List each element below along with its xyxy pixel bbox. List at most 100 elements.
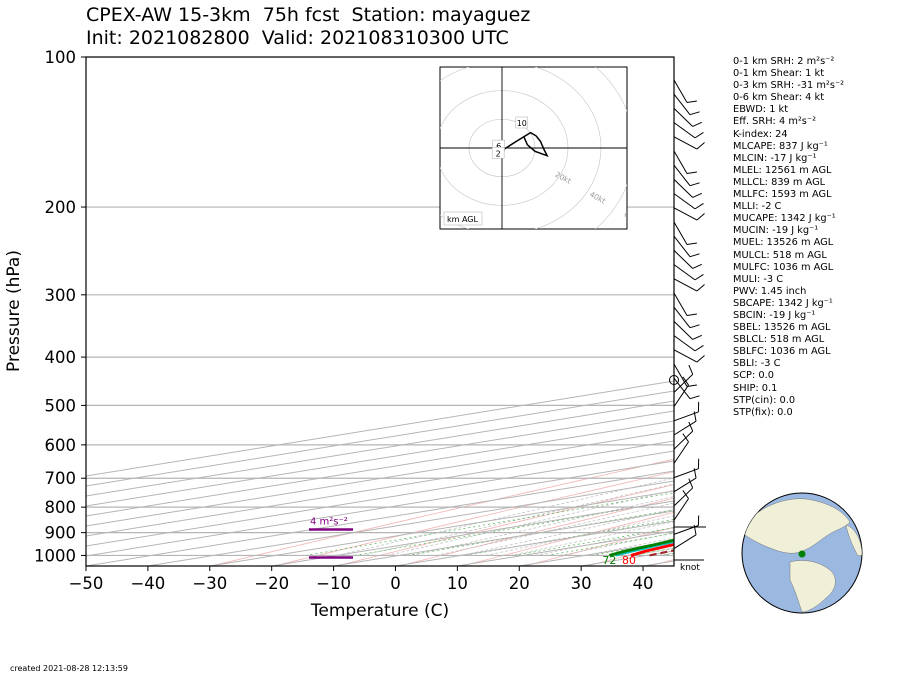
y-tick-label: 800 bbox=[45, 498, 77, 517]
sounding-parameter: 0-1 km Shear: 1 kt bbox=[733, 68, 825, 80]
wind-barb bbox=[673, 179, 694, 198]
y-tick-label: 1000 bbox=[34, 546, 76, 565]
sounding-parameter: 0-3 km SRH: -31 m²s⁻² bbox=[733, 80, 845, 92]
sounding-parameter: SBLI: -3 C bbox=[733, 358, 781, 370]
hodograph-corner-label: km AGL bbox=[447, 215, 479, 224]
wind-barb-flag bbox=[692, 334, 702, 340]
wind-barb-flag bbox=[693, 411, 697, 422]
y-tick-label: 600 bbox=[45, 436, 77, 455]
isotherm bbox=[86, 390, 674, 487]
wind-barb bbox=[673, 122, 696, 139]
sounding-parameter: 0-6 km Shear: 4 kt bbox=[733, 92, 825, 104]
wind-barb-flag bbox=[682, 490, 689, 499]
x-axis-label: Temperature (C) bbox=[310, 601, 449, 621]
wind-barb-flag bbox=[686, 171, 697, 175]
wind-barb bbox=[673, 441, 689, 464]
sounding-parameter: MULFC: 1036 m AGL bbox=[733, 261, 834, 273]
dry-adiabat bbox=[211, 458, 674, 566]
y-tick-label: 200 bbox=[45, 198, 77, 217]
wind-barb-flag bbox=[696, 213, 705, 221]
chart-title-line2: Init: 2021082800 Valid: 202108310300 UTC bbox=[86, 27, 509, 49]
africa-land bbox=[845, 524, 862, 557]
sounding-parameter: SHIP: 0.1 bbox=[733, 382, 778, 394]
x-tick-label: 30 bbox=[571, 574, 592, 593]
moist-adiabat bbox=[460, 509, 674, 556]
wind-barb bbox=[673, 498, 689, 521]
sounding-parameter: MLCIN: -17 J kg⁻¹ bbox=[733, 152, 817, 164]
dry-adiabat bbox=[524, 526, 674, 566]
sounding-parameters: 0-1 km SRH: 2 m²s⁻² 0-1 km Shear: 1 kt 0-3… bbox=[733, 56, 844, 419]
hodograph-height-box bbox=[515, 116, 529, 129]
sounding-parameter: MLLI: -2 C bbox=[733, 201, 782, 213]
wind-barb bbox=[673, 193, 696, 210]
plot-frame bbox=[85, 56, 675, 567]
surface-temp-label: 80 bbox=[622, 554, 636, 567]
sounding-parameter: MUCIN: -19 J kg⁻¹ bbox=[733, 225, 819, 237]
wind-barb bbox=[673, 93, 691, 115]
wind-barb bbox=[673, 477, 697, 493]
wind-barb-flag bbox=[689, 253, 700, 258]
wind-barb bbox=[673, 136, 698, 150]
x-tick-label: −10 bbox=[316, 574, 351, 593]
hodograph-ring-label: 60kt bbox=[623, 210, 642, 226]
wind-barb-flag bbox=[696, 284, 705, 292]
moist-adiabat bbox=[485, 515, 674, 556]
wind-barb bbox=[673, 221, 688, 245]
sounding-parameter: MULI: -3 C bbox=[733, 273, 784, 285]
globe-land-group bbox=[744, 498, 862, 613]
wind-barb-flag bbox=[689, 395, 700, 400]
sounding-parameter: EBWD: 1 kt bbox=[733, 104, 789, 116]
wind-barb bbox=[673, 235, 691, 257]
sounding-parameter: MULCL: 518 m AGL bbox=[733, 249, 827, 261]
isotherm bbox=[86, 440, 674, 537]
sounding-parameter: MUCAPE: 1342 J kg⁻¹ bbox=[733, 213, 836, 225]
station-marker bbox=[798, 550, 806, 558]
sounding-parameter: SBCAPE: 1342 J kg⁻¹ bbox=[733, 297, 833, 309]
isotherm bbox=[86, 470, 674, 566]
dry-adiabat bbox=[839, 57, 906, 566]
wind-barb bbox=[673, 150, 688, 174]
wind-barb-flag bbox=[692, 192, 702, 198]
sounding-parameter: SBCIN: -19 J kg⁻¹ bbox=[733, 309, 816, 321]
sounding-parameter: STP(fix): 0.0 bbox=[733, 406, 793, 418]
sounding-parameter: 0-1 km SRH: 2 m²s⁻² bbox=[733, 56, 835, 67]
isotherm bbox=[86, 410, 674, 507]
sounding-parameter: SCP: 0.0 bbox=[733, 370, 774, 382]
moist-adiabat bbox=[386, 489, 674, 556]
wind-barb-flag bbox=[689, 111, 700, 116]
dry-adiabat bbox=[462, 511, 674, 566]
wind-barb bbox=[673, 207, 698, 221]
wind-barb-flag bbox=[696, 355, 705, 363]
hodograph-height-box bbox=[491, 147, 505, 159]
south-america-land bbox=[789, 560, 836, 613]
wind-barb bbox=[673, 349, 698, 363]
wind-barb-flag bbox=[696, 142, 705, 150]
x-tick-label: 0 bbox=[390, 574, 401, 593]
wind-barb-flag bbox=[688, 421, 694, 432]
wind-barb-flag bbox=[689, 182, 700, 187]
wind-barb bbox=[673, 534, 697, 550]
wind-barb bbox=[673, 373, 694, 393]
chart-title-line1: CPEX-AW 15-3km 75h fcst Station: mayague… bbox=[86, 4, 531, 26]
calm-wind-circle bbox=[669, 375, 679, 385]
moist-adiabat bbox=[510, 521, 674, 556]
wind-barb-flag bbox=[694, 345, 704, 352]
x-tick-label: −30 bbox=[192, 574, 227, 593]
x-tick-label: 20 bbox=[509, 574, 530, 593]
wind-barb-flag bbox=[686, 313, 697, 317]
isotherm bbox=[86, 400, 674, 497]
y-tick-label: 100 bbox=[45, 48, 77, 67]
wind-barb-flag bbox=[694, 203, 704, 210]
wind-barb-flag bbox=[688, 364, 694, 375]
wind-barb-flag bbox=[682, 376, 689, 386]
sounding-parameter: MUEL: 13526 m AGL bbox=[733, 237, 834, 249]
x-tick-label: 10 bbox=[447, 574, 468, 593]
dry-adiabat bbox=[336, 484, 674, 566]
moist-adiabat bbox=[535, 527, 674, 556]
wind-barb-flag bbox=[692, 263, 702, 269]
sounding-parameter: MLLFC: 1593 m AGL bbox=[733, 189, 832, 201]
isotherm bbox=[86, 420, 674, 517]
sounding-parameter: MLEL: 12561 m AGL bbox=[733, 164, 832, 176]
wind-barb bbox=[673, 430, 694, 450]
